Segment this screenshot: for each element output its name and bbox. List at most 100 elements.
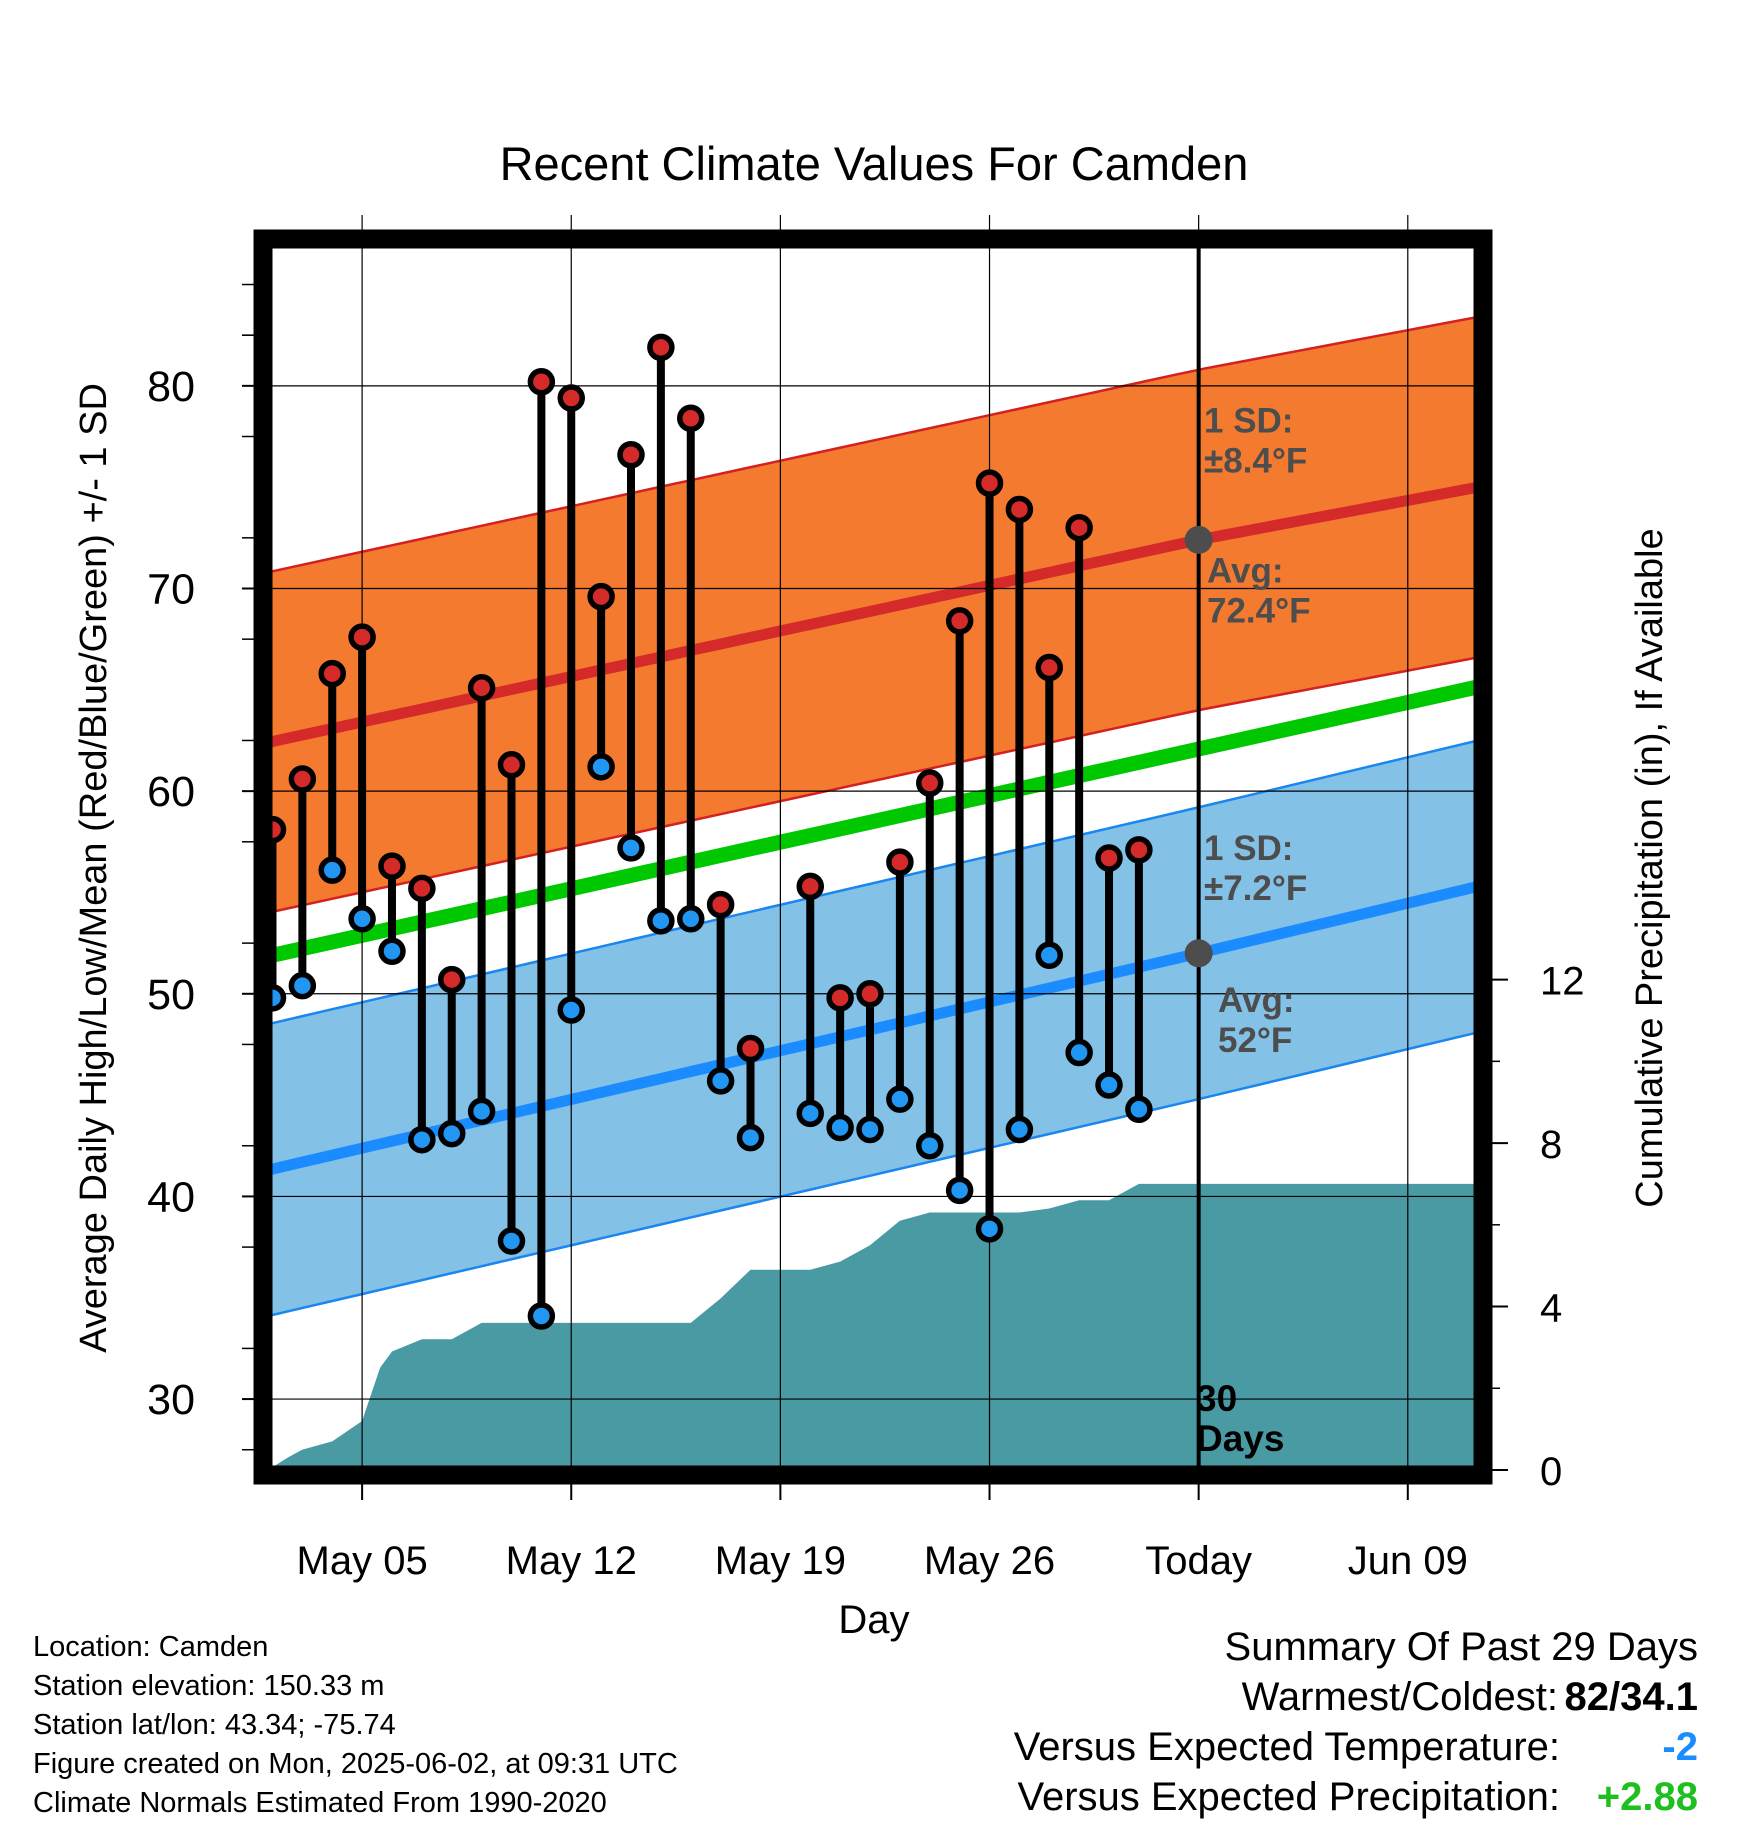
summary-temp-value: -2 (1662, 1725, 1698, 1769)
footer-latlon: Station lat/lon: 43.34; -75.74 (33, 1709, 396, 1741)
y2-tick-label: 4 (1540, 1287, 1562, 1331)
daily-low-point (886, 1085, 914, 1113)
daily-high-point (706, 890, 735, 919)
daily-low-point (916, 1132, 944, 1160)
footer-location: Location: Camden (33, 1631, 269, 1663)
daily-high-point (1035, 653, 1064, 682)
daily-low-point (617, 834, 645, 862)
x-tick-label: May 26 (924, 1539, 1055, 1583)
daily-low-point (1065, 1038, 1093, 1067)
footer-elevation: Station elevation: 150.33 m (33, 1670, 385, 1702)
y2-axis-label: Cumulative Precipitation (in), If Availa… (1629, 528, 1671, 1207)
summary-temp-label: Versus Expected Temperature: (1013, 1725, 1560, 1769)
days-annotation: Days (1196, 1418, 1284, 1459)
summary-warmest-label: Warmest/Coldest: (1241, 1675, 1558, 1719)
high-sd-annotation: 1 SD: (1204, 401, 1293, 440)
today-avg-low-marker (1184, 939, 1213, 968)
daily-low-point (288, 971, 317, 1000)
y2-tick-label: 12 (1540, 960, 1585, 1004)
daily-high-point (617, 441, 645, 469)
daily-low-point (647, 907, 675, 935)
daily-high-point (408, 874, 436, 903)
daily-low-point (736, 1123, 765, 1152)
daily-low-point (1005, 1115, 1034, 1144)
daily-high-point (1005, 495, 1034, 524)
normal-high-band-upper-edge (268, 315, 1478, 574)
x-tick-label: Jun 09 (1348, 1539, 1468, 1583)
daily-low-point (826, 1113, 854, 1142)
daily-high-point (856, 980, 884, 1008)
low-sd-annotation: 1 SD: (1204, 829, 1293, 868)
daily-low-point (348, 905, 376, 933)
low-sd-annotation: ±7.2°F (1204, 869, 1307, 908)
daily-high-point (826, 984, 854, 1012)
daily-low-point (408, 1125, 436, 1154)
daily-high-point (1125, 836, 1153, 864)
daily-low-point (1035, 941, 1064, 970)
daily-high-point (348, 623, 376, 651)
y2-tick-label: 0 (1540, 1450, 1562, 1494)
daily-high-point (916, 769, 944, 797)
daily-high-point (647, 333, 675, 362)
normal-high-line (268, 481, 1478, 748)
footer-created: Figure created on Mon, 2025-06-02, at 09… (33, 1748, 678, 1780)
x-axis-label: Day (838, 1598, 909, 1642)
summary-title: Summary Of Past 29 Days (1224, 1625, 1698, 1669)
normal-low-band-upper-edge (268, 739, 1478, 1026)
daily-high-point (288, 765, 317, 793)
daily-high-point (437, 965, 466, 994)
x-tick-label: May 05 (297, 1539, 428, 1583)
low-avg-annotation: 52°F (1218, 1021, 1292, 1060)
daily-high-point (975, 469, 1004, 497)
daily-low-point (378, 937, 406, 965)
daily-low-point (318, 856, 346, 884)
daily-low-point (1095, 1071, 1123, 1099)
x-tick-label: Today (1145, 1539, 1252, 1583)
y-tick-label: 80 (147, 363, 195, 411)
chart-title: Recent Climate Values For Camden (500, 137, 1249, 190)
normal-low-band-lower-edge (268, 1031, 1478, 1318)
daily-high-point (527, 368, 556, 396)
y-tick-label: 50 (147, 971, 195, 1019)
today-avg-high-marker (1184, 525, 1213, 554)
normal-high-band-lower-edge (268, 656, 1478, 914)
daily-low-point (557, 996, 585, 1024)
daily-low-point (467, 1097, 496, 1126)
high-avg-annotation: Avg: (1207, 551, 1283, 590)
low-avg-annotation: Avg: (1218, 981, 1294, 1020)
normal-mean-line (268, 679, 1478, 964)
y-tick-label: 70 (147, 565, 195, 613)
summary-precip-value: +2.88 (1596, 1775, 1698, 1819)
daily-high-point (945, 607, 974, 635)
daily-high-point (378, 852, 406, 880)
summary-warmest-value: 82/34.1 (1564, 1675, 1698, 1719)
daily-low-point (796, 1099, 825, 1128)
daily-low-point (975, 1215, 1004, 1243)
daily-high-point (497, 751, 526, 779)
high-sd-annotation: ±8.4°F (1204, 441, 1307, 480)
daily-low-point (1125, 1095, 1153, 1124)
daily-low-point (527, 1302, 556, 1330)
daily-high-point (677, 404, 705, 433)
x-tick-label: May 19 (715, 1539, 846, 1583)
high-avg-annotation: 72.4°F (1207, 591, 1311, 630)
daily-high-point (796, 872, 825, 901)
plot-frame (253, 229, 1493, 1485)
y-tick-label: 60 (147, 768, 195, 816)
daily-high-point (1065, 513, 1093, 542)
daily-low-point (856, 1115, 884, 1144)
daily-high-point (467, 674, 496, 702)
daily-low-point (497, 1227, 526, 1255)
y-axis-label: Average Daily High/Low/Mean (Red/Blue/Gr… (73, 383, 115, 1353)
daily-low-point (437, 1119, 466, 1148)
daily-low-point (677, 905, 705, 933)
daily-low-point (706, 1067, 735, 1095)
daily-high-point (557, 384, 585, 412)
daily-low-point (587, 753, 615, 781)
x-tick-label: May 12 (506, 1539, 637, 1583)
daily-high-point (587, 582, 615, 611)
y-tick-label: 40 (147, 1173, 195, 1221)
daily-high-point (736, 1034, 765, 1063)
